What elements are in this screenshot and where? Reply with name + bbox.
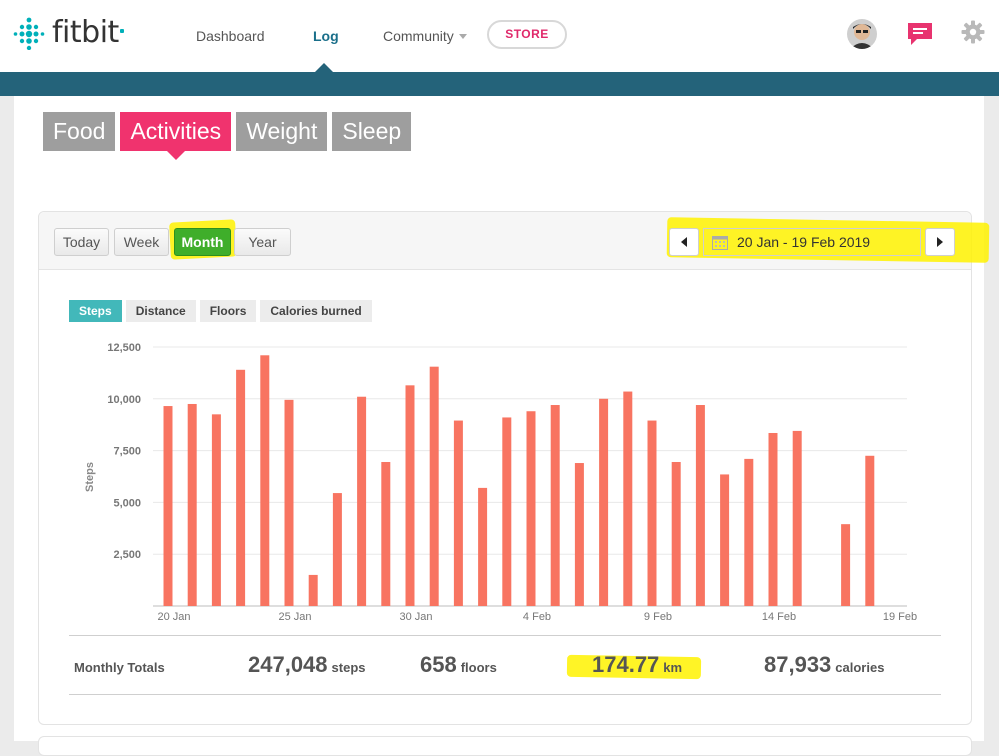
chart-bar[interactable] xyxy=(429,366,439,606)
metric-tabs: Steps Distance Floors Calories burned xyxy=(69,300,372,322)
chart-bar[interactable] xyxy=(357,396,367,606)
period-year-button[interactable]: Year xyxy=(234,228,291,256)
steps-bar-chart: 2,500 5,000 7,500 10,000 12,500 Steps 20 Jan 25… xyxy=(84,342,917,623)
previous-period-button[interactable] xyxy=(669,228,699,256)
total-steps: 247,048 steps xyxy=(248,652,366,678)
chart-bar[interactable] xyxy=(865,455,875,606)
next-period-button[interactable] xyxy=(925,228,955,256)
nav-active-indicator xyxy=(314,63,334,73)
chart-bar[interactable] xyxy=(599,398,609,606)
period-week-button[interactable]: Week xyxy=(114,228,169,256)
x-tick-label: 19 Feb xyxy=(883,611,917,623)
date-range-field[interactable]: 20 Jan - 19 Feb 2019 xyxy=(703,228,921,256)
logo-period xyxy=(119,28,124,33)
fitbit-logo[interactable]: fitbit xyxy=(12,16,124,50)
period-month-button[interactable]: Month xyxy=(174,228,231,256)
chart-bar[interactable] xyxy=(236,369,246,606)
chart-bar[interactable] xyxy=(720,474,730,606)
date-range-label: 20 Jan - 19 Feb 2019 xyxy=(737,234,871,250)
chart-bar[interactable] xyxy=(623,391,633,606)
header-band xyxy=(0,72,999,96)
total-distance: 174.77 km xyxy=(592,652,682,678)
metric-tab-floors[interactable]: Floors xyxy=(199,300,257,322)
metric-tab-steps[interactable]: Steps xyxy=(69,300,122,322)
chart-bar[interactable] xyxy=(550,405,560,606)
chart-bar[interactable] xyxy=(332,493,342,606)
y-tick-label: 2,500 xyxy=(113,549,141,561)
calendar-icon xyxy=(712,236,728,250)
total-calories-unit: calories xyxy=(835,660,885,675)
chart-bar[interactable] xyxy=(211,414,221,606)
chart-bar[interactable] xyxy=(284,399,294,606)
brand-name: fitbit xyxy=(52,15,119,50)
metric-tab-calories[interactable]: Calories burned xyxy=(260,300,372,322)
monthly-totals-label: Monthly Totals xyxy=(74,660,165,675)
chart-bar[interactable] xyxy=(695,405,705,606)
chart-bar[interactable] xyxy=(574,463,584,606)
x-tick-label: 14 Feb xyxy=(762,611,796,623)
total-calories-value: 87,933 xyxy=(764,652,832,677)
gear-icon[interactable] xyxy=(961,20,985,49)
messages-icon[interactable] xyxy=(907,22,933,51)
y-tick-label: 10,000 xyxy=(107,394,141,406)
total-calories: 87,933 calories xyxy=(764,652,884,678)
chart-bar[interactable] xyxy=(308,574,318,606)
chart-bar[interactable] xyxy=(768,432,778,606)
period-today-button[interactable]: Today xyxy=(54,228,109,256)
metric-tab-distance[interactable]: Distance xyxy=(125,300,196,322)
total-floors-value: 658 xyxy=(420,652,457,677)
y-tick-label: 12,500 xyxy=(107,342,141,354)
total-distance-value: 174.77 xyxy=(592,652,660,677)
chart-bar[interactable] xyxy=(405,385,415,606)
tab-food[interactable]: Food xyxy=(43,112,116,151)
top-header: fitbit Dashboard Log Community STORE xyxy=(0,0,999,72)
total-floors-unit: floors xyxy=(460,660,497,675)
user-avatar-icon xyxy=(847,19,877,49)
nav-log[interactable]: Log xyxy=(313,28,339,44)
chart-bar[interactable] xyxy=(478,487,488,606)
category-tabs: Food Activities Weight Sleep xyxy=(43,112,412,160)
arrow-left-icon xyxy=(681,237,687,247)
chart-bar[interactable] xyxy=(381,461,391,606)
y-tick-label: 7,500 xyxy=(113,446,141,458)
chart-bar[interactable] xyxy=(647,420,657,606)
chart-bar[interactable] xyxy=(671,461,681,606)
x-tick-label: 20 Jan xyxy=(157,611,190,623)
next-card xyxy=(38,736,972,756)
chart-bar[interactable] xyxy=(526,411,536,606)
chart-bar[interactable] xyxy=(744,458,754,606)
chart-bar[interactable] xyxy=(187,403,197,606)
x-tick-label: 30 Jan xyxy=(399,611,432,623)
total-floors: 658 floors xyxy=(420,652,497,678)
tab-sleep[interactable]: Sleep xyxy=(332,112,412,151)
total-steps-value: 247,048 xyxy=(248,652,328,677)
store-button[interactable]: STORE xyxy=(487,20,567,49)
chart-bar[interactable] xyxy=(502,417,512,606)
chart-bar[interactable] xyxy=(163,406,173,606)
chart-bar[interactable] xyxy=(453,420,463,606)
x-tick-label: 25 Jan xyxy=(278,611,311,623)
divider xyxy=(69,635,941,636)
chart-bar[interactable] xyxy=(841,524,851,606)
nav-community-label: Community xyxy=(383,28,454,44)
tab-activities[interactable]: Activities xyxy=(120,112,232,160)
divider xyxy=(69,694,941,695)
nav-community[interactable]: Community xyxy=(383,0,467,72)
y-axis-label: Steps xyxy=(84,462,96,492)
y-tick-label: 5,000 xyxy=(113,497,141,509)
x-tick-label: 9 Feb xyxy=(644,611,672,623)
chart-bar[interactable] xyxy=(260,355,270,606)
arrow-right-icon xyxy=(937,237,943,247)
chevron-down-icon xyxy=(458,33,467,39)
tab-weight[interactable]: Weight xyxy=(236,112,328,151)
total-distance-unit: km xyxy=(663,660,683,675)
fitbit-dots-icon xyxy=(13,17,45,50)
nav-dashboard[interactable]: Dashboard xyxy=(196,28,265,44)
chart-bar[interactable] xyxy=(792,430,802,606)
activity-card: Today Week Month Year 20 Jan - 19 Feb 20… xyxy=(38,211,990,725)
total-steps-unit: steps xyxy=(331,660,366,675)
x-tick-label: 4 Feb xyxy=(523,611,551,623)
avatar[interactable] xyxy=(847,19,877,49)
